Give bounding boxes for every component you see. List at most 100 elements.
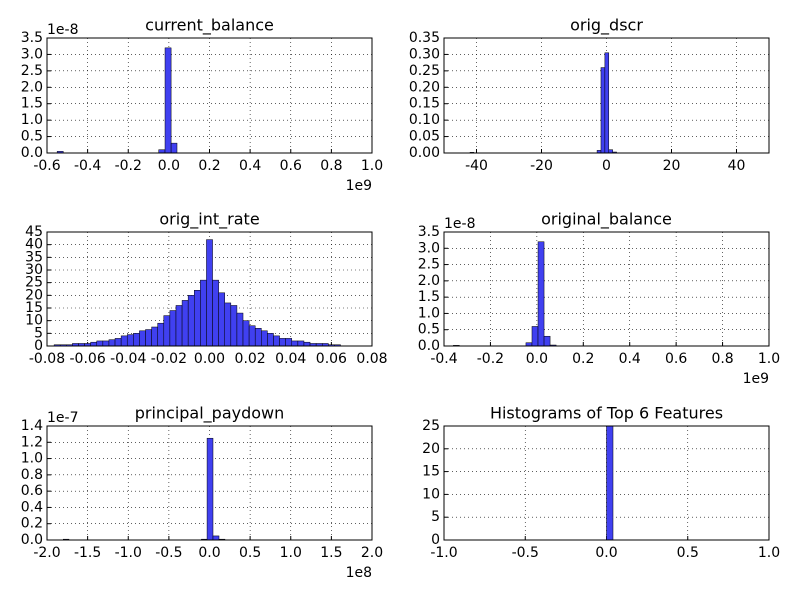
y-tick-label: 5 xyxy=(34,325,43,341)
axes-frame xyxy=(443,425,770,541)
x-offset-label: 1e9 xyxy=(743,371,769,387)
bars xyxy=(469,52,617,153)
x-tick-label: -0.02 xyxy=(151,351,187,367)
y-tick-label: 2.0 xyxy=(418,273,440,289)
subplot-title: Histograms of Top 6 Features xyxy=(490,404,723,423)
bar xyxy=(230,305,238,346)
bars xyxy=(63,437,226,540)
bar xyxy=(212,279,219,346)
x-tick-label: -0.2 xyxy=(477,351,504,367)
y-tick-label: 20 xyxy=(422,441,440,457)
x-offset-label: 1e8 xyxy=(346,565,372,581)
y-tick-label: 0.0 xyxy=(21,145,43,161)
bar xyxy=(285,338,293,346)
bar xyxy=(120,335,128,346)
y-tick-label: 0.05 xyxy=(409,129,440,145)
y-tick-label: 35 xyxy=(25,249,43,265)
bar xyxy=(194,290,201,346)
y-tick-label: 0.6 xyxy=(21,483,43,499)
x-tick-label: 0.5 xyxy=(239,545,261,561)
y-tick-label: 3.0 xyxy=(21,46,43,62)
x-tick-label: -0.5 xyxy=(512,545,539,561)
y-tick-label: 0.25 xyxy=(409,63,440,79)
y-tick-label: 0 xyxy=(431,532,440,548)
bar xyxy=(254,328,262,346)
x-tick-label: 0.06 xyxy=(316,351,347,367)
bar xyxy=(133,333,140,346)
x-tick-label: -20 xyxy=(530,158,553,174)
bar xyxy=(157,322,165,346)
bar xyxy=(267,333,274,346)
bar xyxy=(169,310,177,346)
x-offset-label: 1e9 xyxy=(346,178,372,194)
y-tick-label: 40 xyxy=(25,237,43,253)
y-tick-label: 0.0 xyxy=(418,338,440,354)
x-tick-label: -0.5 xyxy=(155,545,182,561)
bar xyxy=(248,325,256,346)
y-tick-label: 10 xyxy=(422,486,440,502)
y-tick-label: 0.15 xyxy=(409,96,440,112)
y-tick-label: 30 xyxy=(25,262,43,278)
bar xyxy=(242,320,250,346)
x-tick-label: -0.6 xyxy=(33,158,60,174)
x-tick-label: 0.6 xyxy=(665,351,687,367)
bar xyxy=(163,315,171,346)
y-tick-label: 1.5 xyxy=(21,96,43,112)
bars xyxy=(56,47,178,153)
bar xyxy=(139,330,146,346)
x-tick-label: 0.00 xyxy=(194,351,225,367)
bar xyxy=(206,437,214,540)
bar xyxy=(90,341,98,346)
x-tick-label: -0.4 xyxy=(74,158,101,174)
axes-frame xyxy=(443,37,770,154)
x-tick-label: -0.2 xyxy=(115,158,142,174)
x-tick-label: 0.2 xyxy=(572,351,594,367)
subplot-title: original_balance xyxy=(541,210,672,230)
y-tick-label: 20 xyxy=(25,287,43,303)
y-tick-label: 2.5 xyxy=(21,63,43,79)
x-tick-label: 1.5 xyxy=(320,545,342,561)
bar xyxy=(606,426,614,540)
axes-frame xyxy=(443,231,770,347)
bar xyxy=(108,339,116,346)
x-tick-label: 0.02 xyxy=(235,351,266,367)
x-tick-label: 20 xyxy=(663,158,681,174)
y-tick-label: 3.0 xyxy=(418,240,440,256)
y-tick-label: 0.35 xyxy=(409,30,440,46)
x-tick-label: 0.0 xyxy=(595,545,617,561)
x-tick-label: -0.06 xyxy=(70,351,106,367)
bar xyxy=(261,330,268,346)
bar xyxy=(206,239,213,346)
y-tick-label: 1.0 xyxy=(21,112,43,128)
bar xyxy=(334,344,341,346)
axes-frame xyxy=(46,425,373,541)
y-offset-label: 1e-8 xyxy=(47,22,78,38)
bar xyxy=(102,340,110,346)
bar xyxy=(297,340,305,346)
x-tick-label: 0.4 xyxy=(619,351,641,367)
y-tick-label: 5 xyxy=(431,509,440,525)
x-tick-label: 0.0 xyxy=(526,351,548,367)
x-tick-label: 0.2 xyxy=(198,158,220,174)
subplot-title: orig_dscr xyxy=(570,16,643,36)
x-tick-label: 1.0 xyxy=(758,545,780,561)
bar xyxy=(212,535,220,540)
y-tick-label: 0.8 xyxy=(21,467,43,483)
bar xyxy=(181,300,189,346)
y-tick-label: 45 xyxy=(25,224,43,240)
y-tick-label: 0 xyxy=(34,338,43,354)
x-tick-label: 0.6 xyxy=(280,158,302,174)
y-tick-label: 25 xyxy=(422,418,440,434)
bar xyxy=(96,340,104,346)
y-offset-label: 1e-7 xyxy=(47,410,78,426)
x-tick-label: 0.4 xyxy=(239,158,261,174)
x-tick-label: -2.0 xyxy=(33,545,60,561)
bars xyxy=(606,426,614,540)
bar xyxy=(236,312,244,346)
y-tick-label: 0.00 xyxy=(409,145,440,161)
y-tick-label: 2.5 xyxy=(418,257,440,273)
bars xyxy=(53,239,341,346)
y-tick-label: 3.5 xyxy=(418,224,440,240)
y-tick-label: 0.2 xyxy=(21,516,43,532)
